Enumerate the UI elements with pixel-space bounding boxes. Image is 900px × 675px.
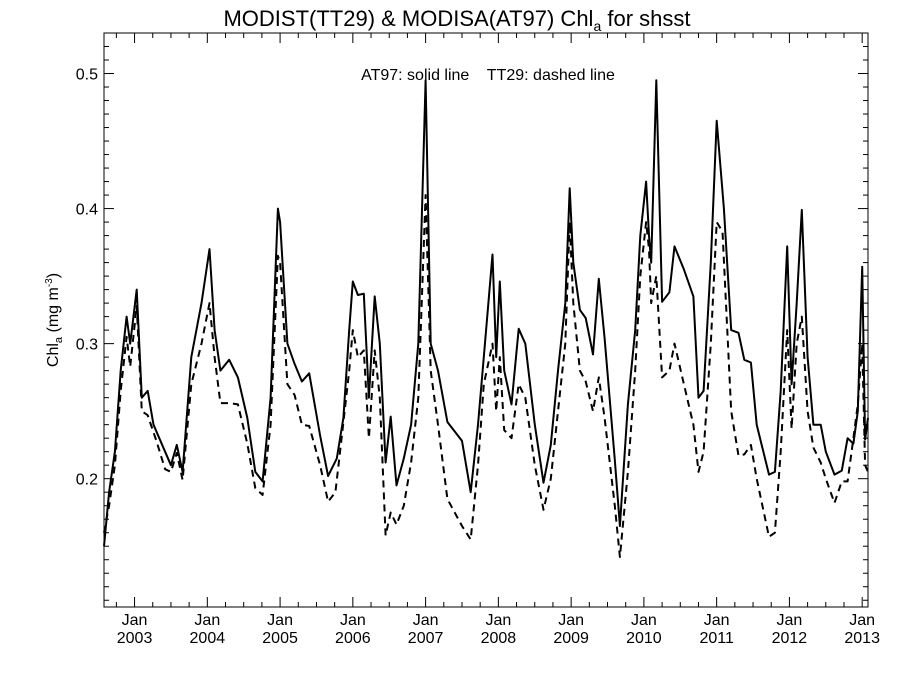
y-tick-label: 0.3 (76, 337, 98, 354)
series-group (103, 79, 869, 558)
x-tick-month-label: Jan (194, 612, 220, 629)
x-tick-month-label: Jan (485, 612, 511, 629)
x-tick-month-label: Jan (558, 612, 584, 629)
y-tick-label: 0.4 (76, 202, 98, 219)
x-tick-year-label: 2011 (699, 630, 734, 647)
x-tick-month-label: Jan (340, 612, 366, 629)
x-tick-year-label: 2013 (844, 630, 880, 647)
series-line-at97 (103, 79, 869, 547)
x-tick-year-label: 2003 (117, 630, 153, 647)
x-tick-year-label: 2006 (335, 630, 371, 647)
chart-title: MODIST(TT29) & MODISA(AT97) Chla for shs… (223, 6, 690, 34)
chart-title-tail: for shsst (601, 6, 690, 31)
y-tick-label: 0.5 (76, 67, 98, 84)
y-axis-label-exponent: -3 (44, 278, 55, 287)
y-axis-label-main: Chl (45, 343, 62, 367)
x-tick-month-label: Jan (267, 612, 293, 629)
x-tick-year-label: 2010 (626, 630, 662, 647)
x-tick-month-label: Jan (413, 612, 439, 629)
axes-group: 0.20.30.40.5Jan2003Jan2004Jan2005Jan2006… (76, 33, 880, 647)
chart-title-subscript: a (593, 18, 601, 34)
y-axis-label-subscript: a (53, 336, 65, 343)
x-tick-year-label: 2012 (772, 630, 808, 647)
plot-frame (103, 32, 869, 608)
x-tick-month-label: Jan (704, 612, 730, 629)
x-tick-year-label: 2009 (553, 630, 589, 647)
chart-title-main: MODIST(TT29) & MODISA(AT97) Chl (223, 6, 593, 31)
x-tick-year-label: 2008 (481, 630, 517, 647)
x-tick-month-label: Jan (631, 612, 657, 629)
y-axis-label-close: ) (45, 273, 62, 278)
legend-annotation: AT97: solid line TT29: dashed line (361, 67, 615, 84)
y-tick-label: 0.2 (76, 472, 98, 489)
y-axis-label-unit: (mg m (45, 287, 62, 337)
x-tick-month-label: Jan (849, 612, 875, 629)
x-tick-year-label: 2004 (190, 630, 226, 647)
x-tick-month-label: Jan (122, 612, 148, 629)
x-tick-year-label: 2007 (408, 630, 444, 647)
series-line-tt29 (103, 194, 869, 558)
x-tick-year-label: 2005 (262, 630, 298, 647)
y-axis-label: Chla (mg m-3) (44, 273, 65, 367)
x-tick-month-label: Jan (777, 612, 803, 629)
